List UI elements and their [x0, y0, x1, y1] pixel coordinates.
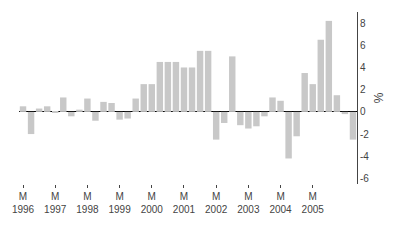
svg-text:M1996: M1996 [12, 191, 35, 215]
svg-text:M2004: M2004 [269, 191, 292, 215]
svg-text:-2: -2 [360, 129, 369, 140]
svg-text:M2003: M2003 [237, 191, 260, 215]
svg-text:M2001: M2001 [173, 191, 196, 215]
svg-text:2: 2 [360, 84, 366, 95]
svg-text:-6: -6 [360, 173, 369, 184]
svg-text:8: 8 [360, 18, 366, 29]
svg-text:M1999: M1999 [108, 191, 131, 215]
svg-text:M1998: M1998 [76, 191, 99, 215]
svg-text:M2000: M2000 [141, 191, 164, 215]
svg-text:M1997: M1997 [44, 191, 67, 215]
svg-text:0: 0 [360, 106, 366, 117]
svg-text:6: 6 [360, 40, 366, 51]
svg-text:-4: -4 [360, 151, 369, 162]
svg-text:%: % [372, 92, 386, 103]
svg-text:M2005: M2005 [302, 191, 325, 215]
svg-text:M2002: M2002 [205, 191, 228, 215]
svg-text:4: 4 [360, 62, 366, 73]
